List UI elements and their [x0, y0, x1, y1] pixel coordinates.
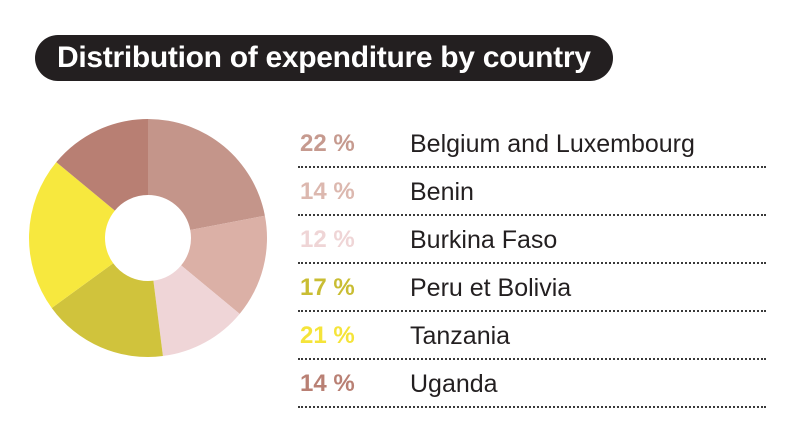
donut-slice-uganda [56, 119, 148, 211]
legend-row-benin: 14 % Benin [298, 168, 766, 216]
legend-label-uganda: Uganda [410, 370, 498, 398]
legend: 22 % Belgium and Luxembourg 14 % Benin 12 % B… [298, 120, 766, 408]
legend-row-tanzania: 21 % Tanzania [298, 312, 766, 360]
legend-row-burkina-faso: 12 % Burkina Faso [298, 216, 766, 264]
donut-chart [29, 119, 267, 357]
legend-label-belgium-and-luxembourg: Belgium and Luxembourg [410, 130, 695, 158]
legend-value-peru-et-bolivia: 17 % [300, 274, 355, 301]
legend-value-belgium-and-luxembourg: 22 % [300, 130, 355, 157]
legend-value-benin: 14 % [300, 178, 355, 205]
chart-title-pill: Distribution of expenditure by country [35, 35, 613, 81]
legend-value-tanzania: 21 % [300, 322, 355, 349]
legend-label-burkina-faso: Burkina Faso [410, 226, 558, 254]
chart-title: Distribution of expenditure by country [57, 41, 591, 74]
donut-slice-belgium-and-luxembourg [148, 119, 265, 230]
legend-label-peru-et-bolivia: Peru et Bolivia [410, 274, 572, 302]
donut-slice-benin [181, 215, 267, 314]
legend-value-uganda: 14 % [300, 370, 355, 397]
legend-label-tanzania: Tanzania [410, 322, 511, 350]
legend-row-uganda: 14 % Uganda [298, 360, 766, 408]
donut-slice-peru-et-bolivia [51, 263, 163, 357]
legend-row-belgium-and-luxembourg: 22 % Belgium and Luxembourg [298, 120, 766, 168]
legend-label-benin: Benin [410, 178, 474, 206]
donut-slice-burkina-faso [153, 265, 240, 357]
legend-value-burkina-faso: 12 % [300, 226, 355, 253]
legend-row-peru-et-bolivia: 17 % Peru et Bolivia [298, 264, 766, 312]
donut-slice-tanzania [29, 162, 115, 308]
